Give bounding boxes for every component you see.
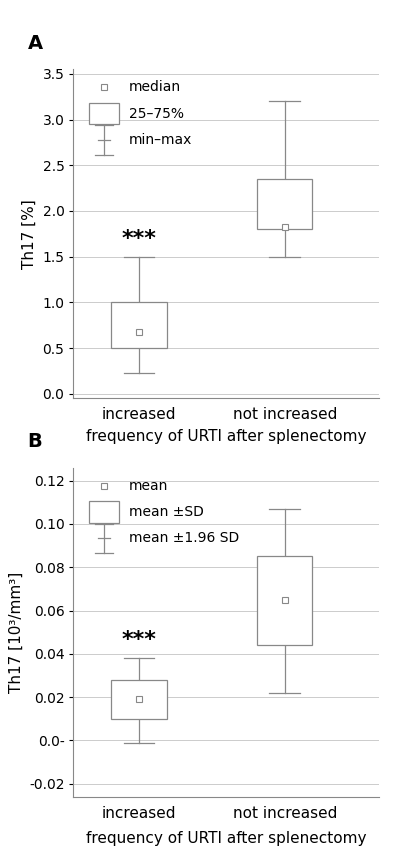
- Text: A: A: [27, 34, 43, 53]
- Bar: [89, 103, 119, 125]
- Text: ***: ***: [122, 630, 156, 650]
- Text: B: B: [27, 432, 42, 451]
- Bar: [111, 302, 167, 348]
- Text: ***: ***: [122, 229, 156, 249]
- Bar: [257, 179, 313, 229]
- Bar: [257, 556, 313, 645]
- Text: 25–75%: 25–75%: [129, 107, 184, 120]
- Text: median: median: [129, 81, 181, 94]
- Text: frequency of URTI after splenectomy: frequency of URTI after splenectomy: [86, 429, 367, 443]
- Bar: [111, 680, 167, 719]
- Y-axis label: Th17 [10³/mm³]: Th17 [10³/mm³]: [8, 572, 23, 693]
- Text: mean: mean: [129, 479, 168, 493]
- Text: frequency of URTI after splenectomy: frequency of URTI after splenectomy: [86, 831, 367, 846]
- Text: min–max: min–max: [129, 133, 192, 147]
- Bar: [89, 501, 119, 523]
- Text: mean ±SD: mean ±SD: [129, 505, 204, 519]
- Text: mean ±1.96 SD: mean ±1.96 SD: [129, 532, 239, 546]
- Y-axis label: Th17 [%]: Th17 [%]: [22, 199, 37, 268]
